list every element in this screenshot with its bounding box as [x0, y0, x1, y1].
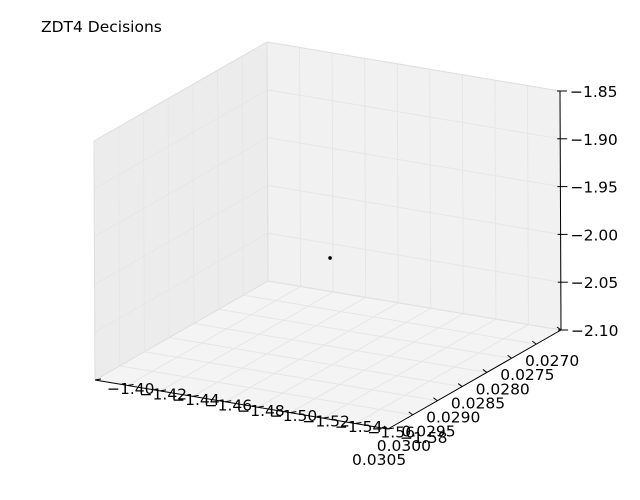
y-axis-line [94, 379, 389, 430]
grid-line-y-back [526, 85, 529, 325]
x-tick [531, 340, 537, 345]
x-tick [482, 369, 488, 373]
x-tick [507, 354, 512, 359]
y-tick [387, 427, 395, 430]
y-tick [94, 378, 102, 381]
y-tick [257, 405, 264, 408]
x-tick-label: 0.0270 [525, 352, 579, 370]
x-tick [433, 397, 438, 402]
x-tick-label: 0.0305 [352, 451, 406, 469]
y-tick-label: −1.42 [140, 385, 188, 403]
x-tick-label: 0.0280 [476, 380, 530, 398]
floor-pane [95, 281, 561, 429]
chart-ticks: 0.02700.02750.02800.02850.02900.02950.03… [94, 83, 619, 469]
grid-line-x-left [118, 126, 121, 366]
pane-edge [94, 280, 269, 381]
y-tick-label: −1.48 [237, 402, 285, 420]
x-tick-label: 0.0285 [451, 394, 505, 412]
grid-line-x-floor [169, 337, 463, 388]
y-tick-label: −1.54 [335, 418, 383, 436]
grid-line-z-left [94, 184, 268, 285]
y-tick [322, 416, 329, 419]
grid-line-y-floor [257, 307, 432, 408]
grid-line-x-left [192, 84, 195, 324]
grid-line-y-back [429, 69, 432, 309]
y-tick-label: −1.52 [302, 413, 350, 431]
pane-edge [93, 140, 96, 381]
y-tick-label: −1.46 [205, 396, 253, 414]
z-tick-label: −2.00 [571, 226, 619, 244]
chart-title: ZDT4 Decisions [41, 18, 162, 36]
grid-line-y-floor [224, 302, 399, 403]
x-tick-label: 0.0295 [401, 423, 455, 441]
pane-edge [267, 280, 562, 331]
grid-line-x-left [241, 56, 244, 296]
y-tick-label: −1.56 [367, 424, 415, 442]
y-tick-label: −1.50 [270, 407, 318, 425]
scatter-point [328, 256, 332, 260]
grid-line-z-back [267, 89, 561, 140]
grid-line-x-floor [119, 365, 413, 416]
left-pane [94, 42, 268, 380]
grid-line-x-left [142, 112, 145, 352]
grid-line-z-back [267, 184, 561, 235]
grid-line-x-floor [243, 294, 537, 345]
chart-panes [94, 42, 561, 429]
x-tick-label: 0.0275 [500, 366, 554, 384]
x-axis-line [387, 329, 562, 430]
grid-line-y-back [494, 80, 497, 320]
z-tick-label: −2.10 [571, 322, 619, 340]
z-tick-label: −1.85 [570, 83, 618, 101]
y-tick-label: −1.44 [172, 391, 220, 409]
y-tick [355, 422, 362, 425]
grid-line-y-back [299, 47, 302, 287]
grid-line-y-back [331, 52, 334, 292]
y-tick [192, 394, 199, 397]
grid-line-x-floor [218, 308, 512, 359]
grid-line-y-back [364, 58, 367, 298]
y-tick-label: −1.58 [400, 429, 448, 447]
grid-line-y-back [461, 74, 464, 314]
x-tick [383, 425, 389, 430]
grid-line-y-floor [290, 313, 464, 414]
grid-line-y-floor [159, 291, 334, 392]
y-tick [160, 389, 167, 392]
y-tick-label: −1.40 [107, 380, 155, 398]
z-tick-label: −2.05 [571, 274, 619, 292]
pane-edge [93, 41, 268, 142]
back-pane [267, 42, 561, 330]
y-tick [127, 383, 134, 386]
grid-line-y-back [396, 63, 399, 303]
grid-line-y-floor [355, 324, 529, 424]
x-tick-label: 0.0290 [426, 409, 480, 427]
grid-line-z-back [267, 232, 561, 283]
grid-line-z-back [267, 137, 561, 188]
grid-line-x-floor [144, 351, 438, 402]
x-tick [408, 411, 414, 416]
x-tick [457, 383, 463, 387]
grid-line-y-floor [192, 296, 366, 397]
grid-line-x-left [217, 70, 220, 310]
z-tick-label: −1.90 [570, 131, 618, 149]
y-tick [290, 411, 297, 414]
chart-marks [328, 256, 332, 260]
grid-line-x-floor [193, 322, 487, 373]
grid-line-y-floor [127, 286, 301, 386]
z-axis-line [559, 90, 562, 331]
chart-axes [93, 41, 562, 430]
grid-line-x-left [167, 98, 170, 338]
grid-line-z-left [94, 232, 269, 333]
z-tick-label: −1.95 [570, 179, 618, 197]
grid-line-z-left [94, 137, 268, 238]
pane-edge [266, 41, 269, 282]
grid-line-z-left [93, 89, 268, 190]
grid-line-y-floor [322, 318, 497, 419]
x-tick-label: 0.0300 [377, 437, 431, 455]
pane-edge [266, 41, 561, 92]
y-tick [225, 400, 232, 403]
